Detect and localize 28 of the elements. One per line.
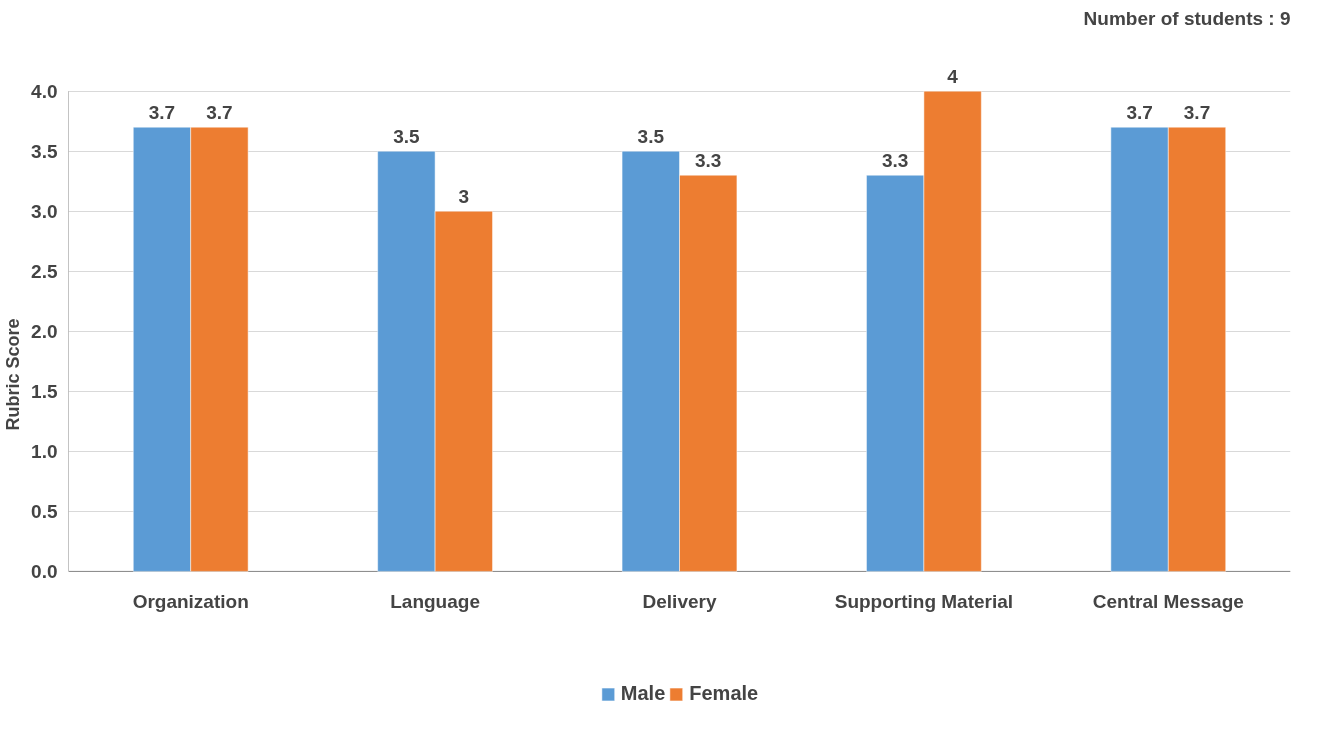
data-label: 3.5: [637, 126, 665, 148]
y-tick-label: 1.0: [31, 440, 58, 462]
x-tick-label: Language: [390, 590, 480, 612]
y-tick-label: 0.5: [31, 500, 58, 522]
data-label: 4: [947, 66, 959, 88]
data-label: 3.7: [1183, 102, 1211, 124]
y-tick-label: 3.0: [31, 200, 58, 222]
text: Number of students : 9: [1083, 7, 1291, 29]
data-label: 3.3: [695, 150, 722, 172]
y-tick-label: 4.0: [31, 80, 58, 102]
data-label: 3: [458, 186, 470, 208]
data-label: 3.7: [1126, 102, 1153, 124]
data-label: 3.3: [881, 150, 909, 172]
y-tick-label: 0.0: [31, 560, 58, 582]
legend-label: Female: [689, 682, 759, 705]
y-axis-title: Rubric Score: [3, 318, 24, 431]
y-tick-label: 2.0: [31, 320, 58, 342]
y-tick-label: 2.5: [31, 260, 58, 282]
y-tick-label: 3.5: [31, 140, 58, 162]
x-tick-label: Central Message: [1092, 590, 1244, 612]
x-tick-label: Delivery: [642, 590, 717, 612]
x-tick-label: Organization: [132, 590, 249, 612]
data-label: 3.7: [148, 102, 176, 124]
legend-label: Male: [620, 682, 666, 705]
y-tick-label: 1.5: [31, 380, 58, 402]
data-label: 3.5: [393, 126, 421, 148]
x-tick-label: Supporting Material: [834, 590, 1014, 612]
data-label: 3.7: [206, 102, 233, 124]
